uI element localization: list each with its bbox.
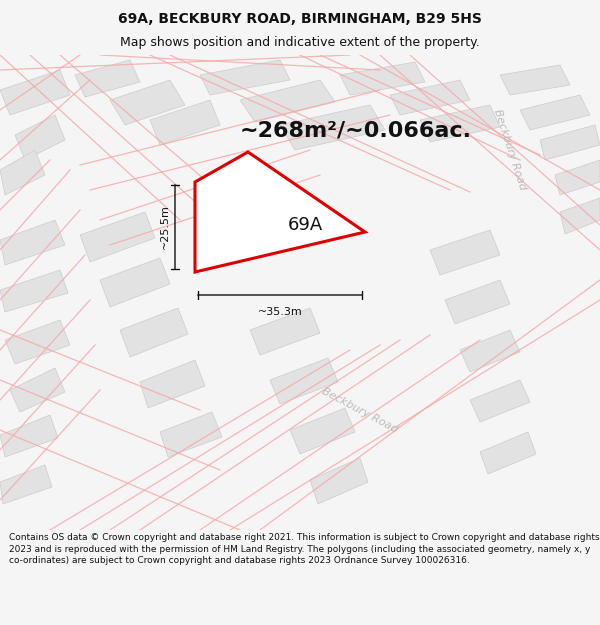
Text: ~25.5m: ~25.5m	[160, 204, 170, 249]
Text: Beckbury Road: Beckbury Road	[320, 386, 400, 434]
Polygon shape	[430, 230, 500, 275]
Polygon shape	[240, 80, 335, 122]
Polygon shape	[420, 105, 500, 142]
Polygon shape	[390, 80, 470, 115]
Polygon shape	[555, 160, 600, 195]
Polygon shape	[150, 100, 220, 145]
Polygon shape	[280, 105, 385, 150]
Polygon shape	[0, 220, 65, 265]
Polygon shape	[270, 358, 338, 404]
Polygon shape	[290, 408, 355, 454]
Polygon shape	[340, 62, 425, 95]
Polygon shape	[470, 380, 530, 422]
Polygon shape	[80, 212, 155, 262]
Polygon shape	[0, 150, 45, 195]
Polygon shape	[500, 65, 570, 95]
Polygon shape	[540, 125, 600, 160]
Text: Map shows position and indicative extent of the property.: Map shows position and indicative extent…	[120, 36, 480, 49]
Polygon shape	[100, 258, 170, 307]
Text: 69A: 69A	[287, 216, 323, 234]
Polygon shape	[160, 412, 222, 457]
Polygon shape	[0, 270, 68, 312]
Polygon shape	[560, 198, 600, 234]
Polygon shape	[480, 432, 536, 474]
Polygon shape	[460, 330, 520, 372]
Polygon shape	[5, 320, 70, 364]
Polygon shape	[0, 415, 58, 457]
Polygon shape	[75, 60, 140, 97]
Polygon shape	[15, 115, 65, 160]
Text: ~268m²/~0.066ac.: ~268m²/~0.066ac.	[240, 120, 472, 140]
Polygon shape	[445, 280, 510, 324]
Polygon shape	[250, 308, 320, 355]
Polygon shape	[310, 458, 368, 504]
Text: 69A, BECKBURY ROAD, BIRMINGHAM, B29 5HS: 69A, BECKBURY ROAD, BIRMINGHAM, B29 5HS	[118, 12, 482, 26]
Text: Contains OS data © Crown copyright and database right 2021. This information is : Contains OS data © Crown copyright and d…	[9, 533, 599, 566]
Text: Beckbury Road: Beckbury Road	[492, 108, 528, 192]
Polygon shape	[10, 368, 65, 412]
Polygon shape	[120, 308, 188, 357]
Polygon shape	[0, 70, 70, 115]
Polygon shape	[200, 60, 290, 95]
Polygon shape	[110, 80, 185, 125]
Polygon shape	[0, 465, 52, 504]
Polygon shape	[520, 95, 590, 130]
Text: ~35.3m: ~35.3m	[257, 307, 302, 317]
Polygon shape	[140, 360, 205, 408]
Polygon shape	[195, 152, 365, 272]
